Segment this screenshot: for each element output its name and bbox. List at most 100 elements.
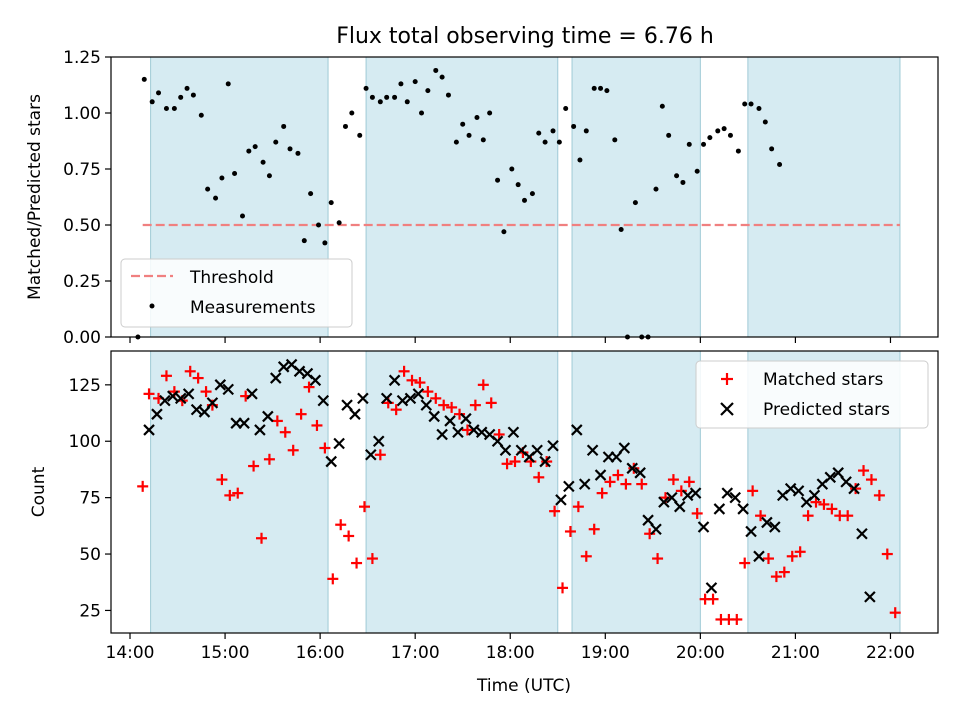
x-tick-label: 18:00 — [486, 643, 535, 663]
predicted-star-stroke — [357, 392, 369, 405]
predicted-star-stroke — [269, 372, 282, 384]
matched-star-point — [160, 370, 172, 382]
matched-star-point — [652, 553, 664, 565]
predicted-star-point — [468, 424, 480, 436]
predicted-star-stroke — [436, 428, 448, 441]
measurement-point — [246, 148, 252, 154]
measurement-point — [419, 110, 425, 116]
matched-star-point — [739, 557, 751, 569]
ratio-legend-box — [120, 258, 353, 328]
matched-star-point — [873, 489, 885, 501]
predicted-star-point — [507, 426, 520, 438]
matched-star-point — [881, 548, 893, 560]
predicted-star-stroke — [206, 397, 219, 409]
count-legend-box — [695, 360, 929, 429]
measurement-point — [308, 191, 314, 197]
ratio-plot-frame — [110, 56, 939, 338]
predicted-star-point — [626, 462, 639, 475]
predicted-star-point — [618, 442, 631, 454]
measurement-point — [322, 240, 328, 246]
measurement-point — [769, 146, 775, 152]
predicted-star-point — [864, 591, 876, 603]
predicted-star-point — [388, 374, 401, 387]
measurement-point — [178, 94, 184, 100]
matched-star-point — [802, 510, 814, 522]
predicted-star-point — [333, 437, 345, 450]
measurement-point — [742, 101, 748, 107]
matched-star-point — [184, 365, 196, 377]
observing-windows — [150, 57, 901, 337]
predicted-star-point — [309, 374, 322, 387]
predicted-star-point — [198, 406, 211, 418]
measurement-points — [135, 67, 783, 340]
predicted-star-point — [792, 485, 805, 497]
measurement-point — [239, 213, 245, 219]
predicted-star-stroke — [349, 408, 361, 420]
matched-star-point — [501, 458, 513, 470]
measurement-point — [501, 229, 507, 235]
matched-star-point — [287, 444, 299, 456]
measurement-point — [412, 79, 418, 85]
predicted-star-points — [143, 358, 876, 603]
predicted-star-stroke — [507, 426, 520, 438]
matched-star-point — [707, 593, 719, 605]
measurement-point — [466, 132, 472, 138]
predicted-star-stroke — [539, 455, 551, 468]
predicted-star-stroke — [262, 410, 274, 423]
legend-threshold-label: Threshold — [189, 268, 274, 288]
predicted-star-point — [372, 435, 385, 448]
predicted-star-point — [848, 482, 860, 495]
measurement-point — [404, 99, 410, 105]
predicted-star-stroke — [848, 482, 860, 495]
predicted-star-stroke — [309, 374, 322, 387]
predicted-star-point — [404, 392, 417, 405]
legend-predicted-swatch — [720, 402, 734, 416]
matched-star-point — [398, 365, 410, 377]
y-tick-label: 125 — [69, 376, 101, 396]
matched-star-point — [786, 550, 798, 562]
predicted-star-point — [317, 394, 330, 407]
predicted-star-stroke — [420, 399, 433, 411]
measurement-point — [149, 99, 155, 105]
predicted-star-stroke — [182, 388, 195, 400]
predicted-star-point — [753, 550, 765, 563]
predicted-star-point — [159, 394, 171, 407]
matched-star-point — [747, 485, 759, 497]
predicted-star-point — [365, 448, 377, 461]
measurement-point — [377, 99, 383, 105]
measurement-point — [433, 67, 439, 73]
predicted-star-stroke — [555, 494, 567, 506]
predicted-star-stroke — [238, 417, 250, 429]
matched-star-point — [216, 474, 228, 486]
predicted-star-stroke — [658, 496, 670, 508]
predicted-star-point — [673, 500, 686, 513]
legend-matched-swatch — [721, 373, 733, 385]
predicted-star-stroke — [254, 424, 266, 436]
predicted-star-stroke — [285, 358, 298, 371]
predicted-star-stroke — [681, 489, 694, 502]
matched-star-point — [327, 573, 339, 585]
measurement-point — [287, 146, 293, 152]
predicted-star-stroke — [594, 469, 607, 481]
measurement-point — [583, 128, 589, 134]
matched-star-point — [295, 408, 307, 420]
matched-star-point — [343, 530, 355, 542]
matched-star-point — [572, 501, 584, 513]
matched-star-point — [850, 483, 862, 495]
predicted-star-stroke — [483, 428, 496, 441]
measurement-point — [398, 81, 404, 87]
measurement-point — [445, 92, 451, 98]
measurement-point — [190, 92, 196, 98]
matched-star-point — [826, 503, 838, 515]
matched-star-point — [335, 519, 347, 531]
matched-star-point — [858, 465, 870, 477]
matched-star-point — [351, 557, 363, 569]
predicted-star-stroke — [214, 379, 227, 391]
predicted-star-stroke — [475, 426, 488, 438]
y-tick-label: 1.00 — [63, 104, 101, 124]
y-tick-label: 0.75 — [63, 160, 101, 180]
predicted-star-point — [396, 394, 409, 407]
predicted-star-point — [341, 399, 353, 411]
measurement-point — [273, 139, 279, 145]
